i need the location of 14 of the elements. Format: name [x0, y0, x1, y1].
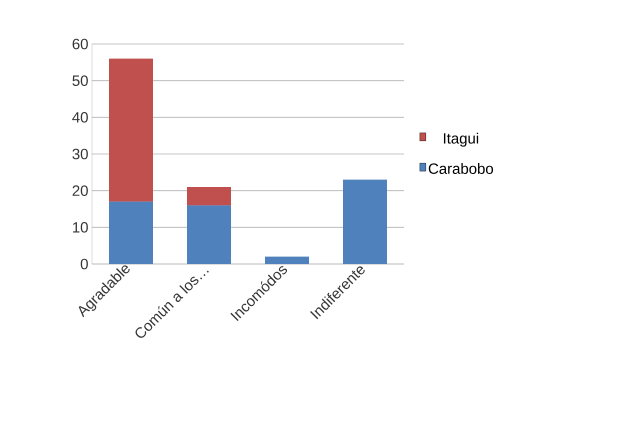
y-tick-label: 10	[73, 222, 88, 233]
bar	[187, 187, 231, 206]
bar	[343, 180, 387, 264]
y-tick-label: 20	[72, 185, 88, 196]
y-tick-label: 60	[72, 38, 88, 50]
bar	[109, 202, 153, 264]
y-tick-label: 40	[72, 112, 88, 123]
bar	[265, 256, 309, 264]
y-tick-label: 30	[72, 148, 88, 160]
bar	[187, 205, 231, 264]
legend-label: Itagui	[444, 132, 478, 147]
y-tick-label: 50	[72, 75, 88, 86]
bar	[109, 58, 153, 202]
legend-label: Carabobo	[428, 162, 494, 174]
